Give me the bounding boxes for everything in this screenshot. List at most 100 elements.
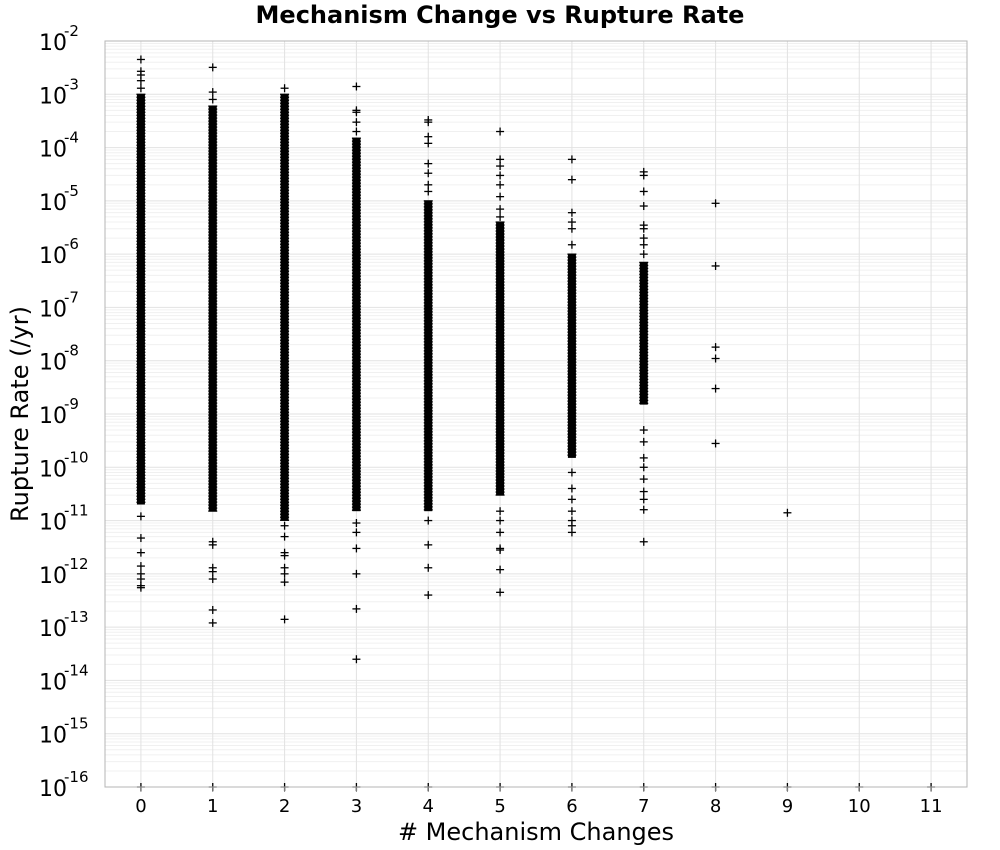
data-point — [208, 575, 217, 584]
data-point — [567, 528, 576, 537]
y-tick-label: 10-2 — [39, 22, 79, 56]
x-axis-label: # Mechanism Changes — [398, 818, 674, 846]
data-point — [711, 199, 720, 208]
data-point — [567, 208, 576, 217]
data-point — [639, 437, 648, 446]
data-point — [496, 546, 505, 555]
data-point — [496, 588, 505, 597]
data-markers — [136, 55, 936, 791]
data-point — [280, 578, 289, 587]
data-point — [280, 551, 289, 560]
data-point — [496, 171, 505, 180]
data-point — [639, 487, 648, 496]
data-point — [711, 261, 720, 270]
data-point — [496, 180, 505, 189]
data-point — [424, 591, 433, 600]
data-point — [280, 84, 289, 93]
x-tick-label: 5 — [494, 796, 505, 817]
data-point — [639, 475, 648, 484]
x-tick-label: 9 — [782, 796, 793, 817]
y-tick-label: 10-7 — [39, 288, 79, 322]
y-tick-base: 10 — [39, 457, 67, 482]
y-tick-label: 10-13 — [39, 608, 89, 642]
data-point — [136, 76, 145, 85]
data-point — [424, 118, 433, 127]
x-axis-ticks: 0 1 2 3 4 5 6 7 8 9 10 11 — [135, 787, 943, 817]
data-point — [496, 528, 505, 537]
data-point — [352, 655, 361, 664]
data-point — [567, 468, 576, 477]
y-tick-label: 10-14 — [39, 661, 89, 695]
data-point — [639, 426, 648, 435]
data-point — [352, 118, 361, 127]
x-tick-label: 6 — [566, 796, 577, 817]
data-point — [424, 169, 433, 178]
y-tick-exponent: -12 — [64, 555, 89, 573]
data-point — [208, 618, 217, 627]
y-tick-label: 10-3 — [39, 75, 79, 109]
y-tick-exponent: -11 — [64, 502, 89, 520]
y-tick-label: 10-12 — [39, 555, 89, 589]
dense-point-cluster — [639, 262, 648, 405]
data-point — [639, 495, 648, 504]
data-point — [280, 532, 289, 541]
y-tick-label: 10-8 — [39, 342, 79, 376]
data-point — [136, 534, 145, 543]
data-point — [496, 212, 505, 221]
data-point — [567, 175, 576, 184]
data-point — [639, 187, 648, 196]
y-tick-exponent: -6 — [64, 235, 79, 253]
data-point — [567, 484, 576, 493]
x-tick-label: 7 — [638, 796, 649, 817]
dense-point-cluster — [136, 94, 145, 505]
data-point — [567, 495, 576, 504]
data-point — [352, 108, 361, 117]
data-point — [280, 615, 289, 624]
chart-title: Mechanism Change vs Rupture Rate — [256, 1, 745, 29]
data-point — [496, 127, 505, 136]
y-tick-base: 10 — [39, 351, 67, 376]
y-tick-base: 10 — [39, 138, 67, 163]
data-point — [424, 563, 433, 572]
data-point — [639, 202, 648, 211]
data-point — [208, 567, 217, 576]
y-tick-exponent: -9 — [64, 395, 79, 413]
x-tick-label: 10 — [848, 796, 871, 817]
dense-point-cluster — [208, 106, 217, 512]
x-tick-label: 11 — [920, 796, 943, 817]
y-tick-exponent: -5 — [64, 182, 79, 200]
data-point — [639, 463, 648, 472]
y-tick-exponent: -13 — [64, 608, 89, 626]
plot-frame — [104, 40, 968, 788]
data-point — [639, 171, 648, 180]
data-point — [352, 544, 361, 553]
y-tick-base: 10 — [39, 511, 67, 536]
y-tick-base: 10 — [39, 191, 67, 216]
x-tick-label: 0 — [135, 796, 146, 817]
data-point — [352, 528, 361, 537]
data-point — [496, 507, 505, 516]
data-point — [567, 155, 576, 164]
data-point — [496, 205, 505, 214]
data-point — [567, 240, 576, 249]
data-point — [496, 565, 505, 574]
y-tick-exponent: -4 — [64, 129, 79, 147]
y-axis-ticks: 10-210-310-410-510-610-710-810-910-1010-… — [39, 22, 89, 802]
data-point — [136, 55, 145, 64]
grid-lines — [105, 40, 967, 788]
data-point — [567, 507, 576, 516]
y-tick-label: 10-5 — [39, 182, 79, 216]
data-point — [639, 537, 648, 546]
data-point — [136, 548, 145, 557]
y-tick-exponent: -7 — [64, 288, 79, 306]
y-tick-exponent: -14 — [64, 661, 89, 679]
y-tick-label: 10-16 — [39, 768, 89, 802]
y-tick-exponent: -8 — [64, 342, 79, 360]
y-tick-exponent: -3 — [64, 75, 79, 93]
y-tick-base: 10 — [39, 564, 67, 589]
data-point — [711, 384, 720, 393]
data-point — [639, 453, 648, 462]
y-axis-label: Rupture Rate (/yr) — [6, 306, 34, 522]
data-point — [352, 519, 361, 528]
data-point — [711, 343, 720, 352]
